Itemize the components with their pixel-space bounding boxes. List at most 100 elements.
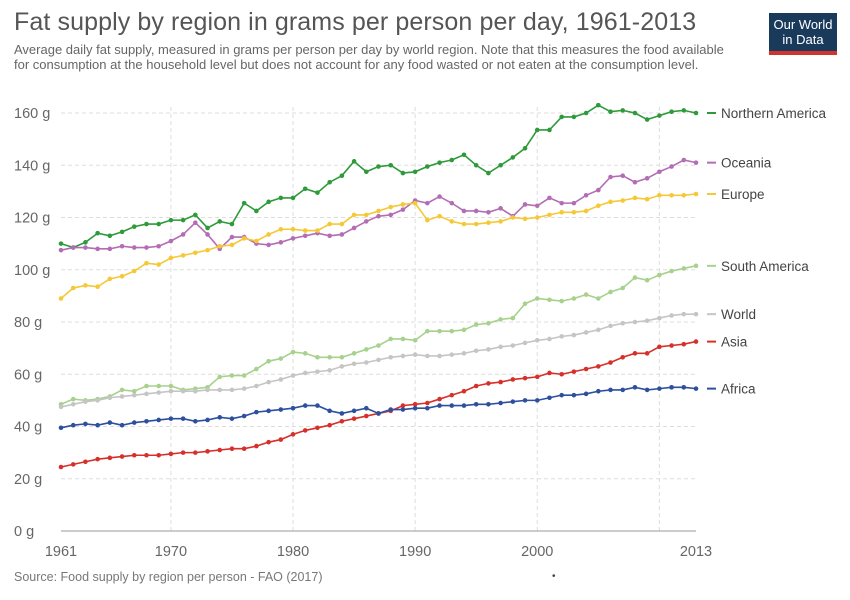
data-point[interactable]: [583, 110, 589, 116]
data-point[interactable]: [217, 387, 223, 393]
data-point[interactable]: [400, 170, 406, 176]
data-point[interactable]: [486, 321, 491, 326]
data-point[interactable]: [205, 417, 210, 423]
data-point[interactable]: [290, 373, 296, 378]
data-point[interactable]: [693, 339, 699, 344]
data-point[interactable]: [657, 169, 662, 175]
data-point[interactable]: [473, 348, 479, 354]
data-point[interactable]: [144, 260, 149, 266]
data-point[interactable]: [473, 383, 479, 389]
data-point[interactable]: [412, 352, 418, 357]
legend-northern-america[interactable]: Northern America: [707, 106, 827, 121]
data-point[interactable]: [461, 327, 467, 333]
data-point[interactable]: [119, 243, 125, 249]
data-point[interactable]: [156, 390, 161, 395]
data-point[interactable]: [131, 388, 137, 394]
data-point[interactable]: [437, 160, 442, 165]
data-point[interactable]: [693, 311, 699, 317]
data-point[interactable]: [107, 455, 113, 461]
data-point[interactable]: [449, 219, 455, 224]
data-point[interactable]: [266, 439, 271, 445]
data-point[interactable]: [70, 462, 76, 467]
data-point[interactable]: [437, 328, 442, 334]
data-point[interactable]: [547, 297, 552, 303]
data-point[interactable]: [302, 228, 308, 233]
data-point[interactable]: [83, 399, 88, 404]
data-point[interactable]: [229, 446, 235, 452]
data-point[interactable]: [254, 238, 259, 244]
data-point[interactable]: [534, 127, 540, 133]
data-point[interactable]: [131, 420, 137, 425]
data-point[interactable]: [180, 232, 186, 237]
data-point[interactable]: [339, 354, 345, 360]
data-point[interactable]: [168, 255, 174, 261]
data-point[interactable]: [241, 446, 247, 452]
data-point[interactable]: [583, 330, 589, 335]
data-point[interactable]: [363, 219, 369, 224]
data-point[interactable]: [376, 208, 381, 214]
data-point[interactable]: [498, 162, 503, 168]
data-point[interactable]: [571, 332, 577, 338]
data-point[interactable]: [205, 247, 210, 253]
data-point[interactable]: [193, 388, 198, 394]
data-point[interactable]: [510, 315, 516, 321]
series-world[interactable]: [58, 311, 699, 410]
data-point[interactable]: [376, 411, 381, 416]
data-point[interactable]: [498, 379, 503, 385]
data-point[interactable]: [425, 164, 430, 169]
data-point[interactable]: [193, 220, 198, 226]
legend-asia[interactable]: Asia: [707, 335, 748, 350]
data-point[interactable]: [425, 400, 430, 406]
data-point[interactable]: [583, 192, 589, 198]
data-point[interactable]: [620, 354, 626, 360]
data-point[interactable]: [644, 196, 650, 202]
data-point[interactable]: [376, 357, 381, 363]
data-point[interactable]: [425, 200, 430, 206]
data-point[interactable]: [107, 420, 113, 425]
data-point[interactable]: [583, 208, 589, 214]
data-point[interactable]: [486, 220, 491, 226]
data-point[interactable]: [241, 200, 247, 206]
data-point[interactable]: [156, 243, 161, 249]
data-point[interactable]: [83, 459, 88, 465]
data-point[interactable]: [559, 114, 564, 120]
data-point[interactable]: [571, 392, 577, 398]
data-point[interactable]: [95, 246, 100, 252]
data-point[interactable]: [461, 351, 467, 356]
data-point[interactable]: [461, 208, 467, 214]
data-point[interactable]: [522, 202, 528, 207]
data-point[interactable]: [473, 221, 479, 227]
data-point[interactable]: [217, 243, 223, 249]
data-point[interactable]: [290, 349, 296, 355]
data-point[interactable]: [144, 452, 149, 458]
data-point[interactable]: [339, 173, 345, 178]
data-point[interactable]: [681, 157, 687, 163]
legend-oceania[interactable]: Oceania: [707, 156, 772, 171]
data-point[interactable]: [388, 354, 394, 360]
data-point[interactable]: [241, 236, 247, 241]
data-point[interactable]: [290, 195, 296, 201]
data-point[interactable]: [547, 336, 552, 342]
data-point[interactable]: [486, 401, 491, 407]
data-point[interactable]: [107, 395, 113, 401]
data-point[interactable]: [486, 381, 491, 386]
data-point[interactable]: [144, 391, 149, 397]
data-point[interactable]: [559, 209, 564, 215]
data-point[interactable]: [144, 245, 149, 250]
data-point[interactable]: [547, 195, 552, 201]
data-point[interactable]: [278, 407, 284, 412]
data-point[interactable]: [205, 387, 210, 393]
data-point[interactable]: [168, 383, 174, 389]
data-point[interactable]: [278, 356, 284, 361]
data-point[interactable]: [376, 213, 381, 219]
data-point[interactable]: [596, 203, 601, 209]
data-point[interactable]: [620, 198, 626, 203]
data-point[interactable]: [119, 229, 125, 235]
data-point[interactable]: [669, 192, 674, 198]
data-point[interactable]: [83, 245, 88, 250]
data-point[interactable]: [400, 403, 406, 408]
data-point[interactable]: [363, 405, 369, 411]
data-point[interactable]: [388, 162, 394, 168]
data-point[interactable]: [119, 387, 125, 393]
series-line[interactable]: [60, 265, 697, 406]
